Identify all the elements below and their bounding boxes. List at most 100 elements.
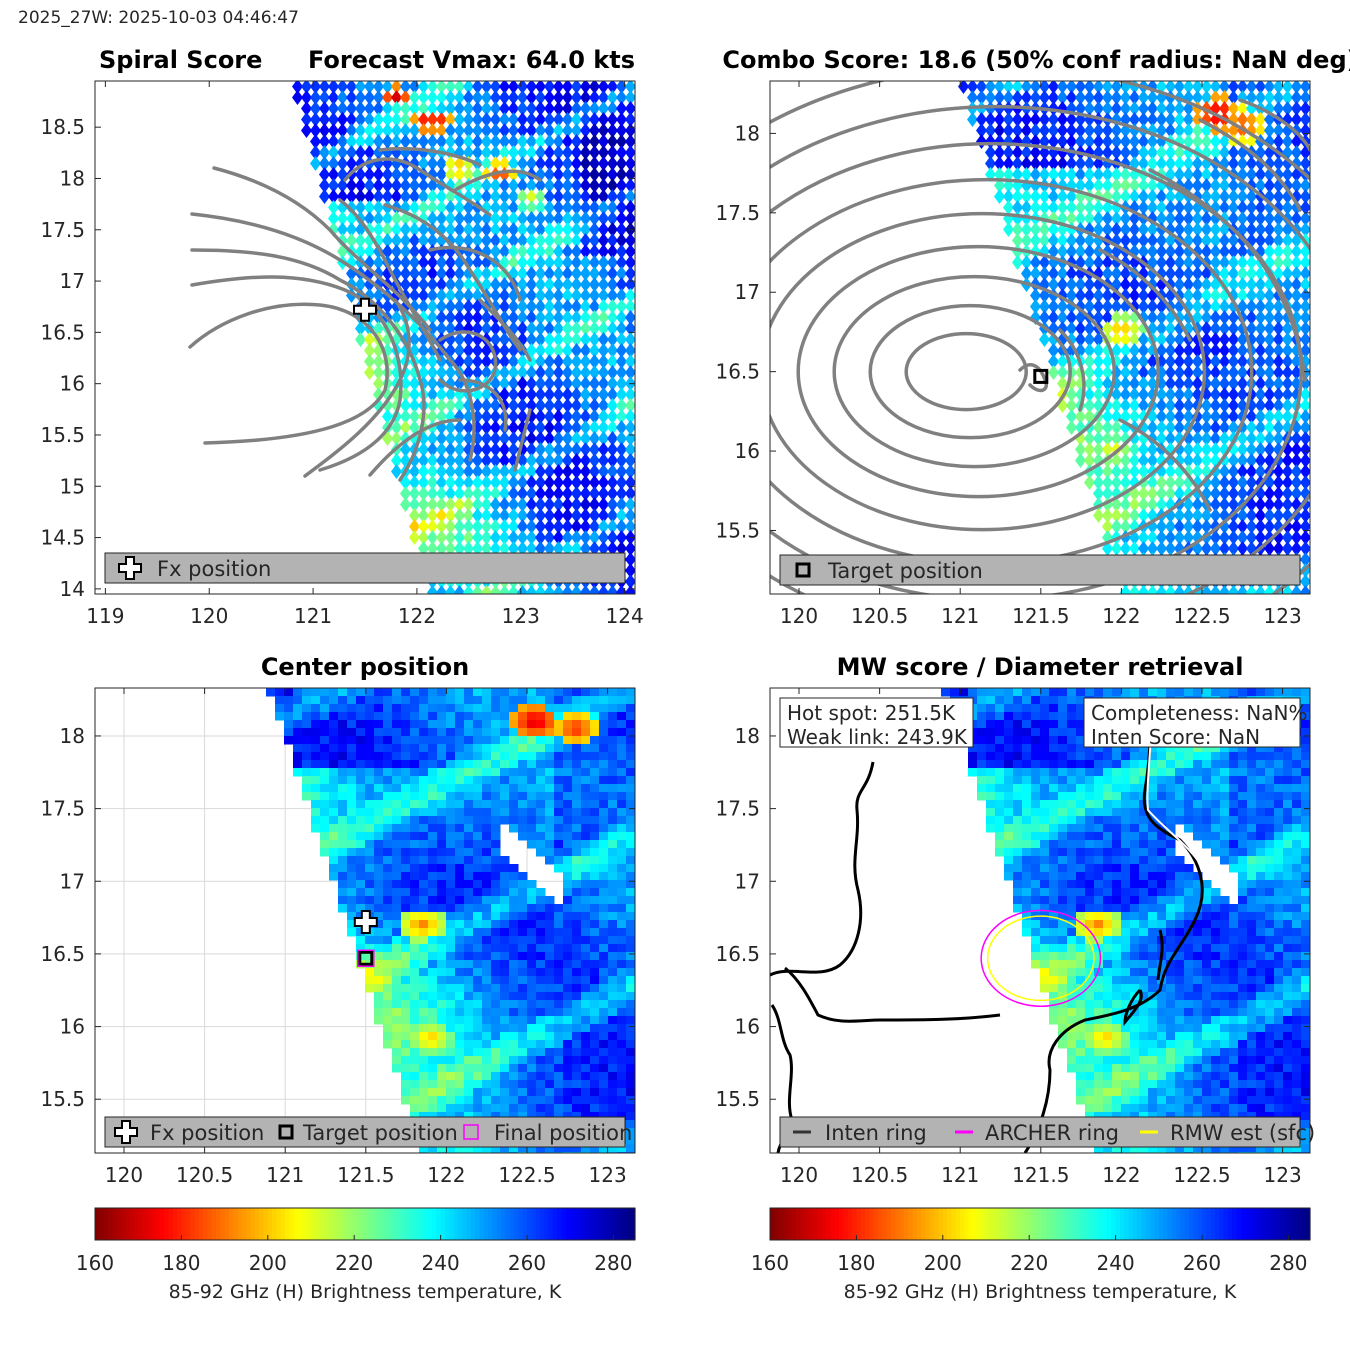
tb-pixel: [518, 1040, 528, 1049]
tb-pixel: [572, 712, 582, 721]
tb-pixel: [491, 880, 501, 889]
tb-pixel: [625, 398, 635, 413]
tb-pixel: [1228, 376, 1239, 391]
tb-pixel: [976, 81, 987, 94]
tb-pixel: [599, 920, 609, 929]
tb-pixel: [572, 696, 582, 705]
tb-pixel: [554, 736, 564, 745]
tb-pixel: [455, 944, 465, 953]
tb-pixel: [1201, 541, 1212, 556]
tb-pixel: [428, 696, 438, 705]
tb-pixel: [995, 696, 1005, 705]
tb-pixel: [1003, 112, 1014, 127]
tb-pixel: [464, 976, 474, 985]
tb-pixel: [328, 156, 339, 171]
tb-pixel: [482, 1096, 492, 1105]
tb-pixel: [545, 920, 555, 929]
tb-pixel: [1183, 365, 1194, 380]
tb-pixel: [527, 1112, 537, 1121]
tb-pixel: [508, 112, 519, 127]
tb-pixel: [590, 976, 600, 985]
tb-pixel: [598, 398, 609, 413]
tb-pixel: [356, 736, 366, 745]
tb-pixel: [445, 112, 456, 127]
tb-pixel: [463, 101, 474, 116]
tb-pixel: [563, 960, 573, 969]
tb-pixel: [527, 944, 537, 953]
tb-pixel: [445, 541, 456, 556]
tb-pixel: [410, 1072, 420, 1081]
tb-pixel: [617, 688, 627, 697]
tb-pixel: [518, 944, 528, 953]
tb-pixel: [1291, 90, 1302, 105]
tb-pixel: [428, 944, 438, 953]
tb-pixel: [625, 486, 635, 501]
tb-pixel: [527, 1088, 537, 1097]
tb-pixel: [554, 1104, 564, 1113]
contour-line: [1018, 363, 1048, 393]
tb-pixel: [625, 552, 635, 567]
tb-pixel: [617, 1040, 627, 1049]
tb-pixel: [1147, 233, 1158, 248]
x-tick-label: 121.5: [1012, 604, 1069, 628]
tb-pixel: [1049, 688, 1059, 697]
tb-pixel: [491, 728, 501, 737]
tb-pixel: [428, 1040, 438, 1049]
tb-pixel: [617, 728, 627, 737]
tb-pixel: [571, 90, 582, 105]
tb-pixel: [1255, 233, 1266, 248]
tb-pixel: [374, 984, 384, 993]
tb-pixel: [1138, 101, 1149, 116]
tb-pixel: [356, 792, 366, 801]
tb-pixel: [581, 896, 591, 905]
tb-pixel: [482, 1080, 492, 1089]
tb-pixel: [481, 277, 492, 292]
tb-pixel: [436, 112, 447, 127]
tb-pixel: [1084, 178, 1095, 193]
tb-pixel: [1048, 310, 1059, 325]
tb-pixel: [464, 720, 474, 729]
tb-pixel: [427, 134, 438, 149]
tb-pixel: [419, 1008, 429, 1017]
tb-pixel: [490, 123, 501, 138]
tb-pixel: [526, 464, 537, 479]
tb-pixel: [382, 167, 393, 182]
tb-pixel: [320, 696, 330, 705]
tb-pixel: [508, 156, 519, 171]
y-tick-label: 17: [735, 280, 760, 304]
tb-pixel: [1210, 288, 1221, 303]
tb-pixel: [536, 768, 546, 777]
tb-pixel: [392, 896, 402, 905]
tb-pixel: [436, 398, 447, 413]
tb-pixel: [455, 912, 465, 921]
tb-pixel: [320, 824, 330, 833]
tb-pixel: [1165, 200, 1176, 215]
tb-pixel: [365, 984, 375, 993]
tb-pixel: [302, 744, 312, 753]
tb-pixel: [392, 1064, 402, 1073]
tb-pixel: [1228, 354, 1239, 369]
tb-pixel: [1129, 178, 1140, 193]
tb-pixel: [589, 211, 600, 226]
tb-pixel: [1138, 90, 1149, 105]
tb-pixel: [473, 1048, 483, 1057]
tb-pixel: [1111, 541, 1122, 556]
tb-pixel: [563, 936, 573, 945]
tb-pixel: [1192, 244, 1203, 259]
tb-pixel: [1138, 178, 1149, 193]
tb-pixel: [410, 1080, 420, 1089]
tb-pixel: [428, 992, 438, 1001]
tb-pixel: [545, 752, 555, 761]
tb-pixel: [544, 310, 555, 325]
y-tick-label: 15: [60, 474, 85, 498]
tb-pixel: [1084, 255, 1095, 270]
tb-pixel: [365, 976, 375, 985]
tb-pixel: [1300, 431, 1310, 446]
tb-pixel: [607, 277, 618, 292]
x-tick-label: 123: [589, 1163, 627, 1187]
tb-pixel: [598, 321, 609, 336]
tb-pixel: [356, 712, 366, 721]
tb-pixel: [1291, 365, 1302, 380]
tb-pixel: [410, 856, 420, 865]
tb-pixel: [428, 888, 438, 897]
